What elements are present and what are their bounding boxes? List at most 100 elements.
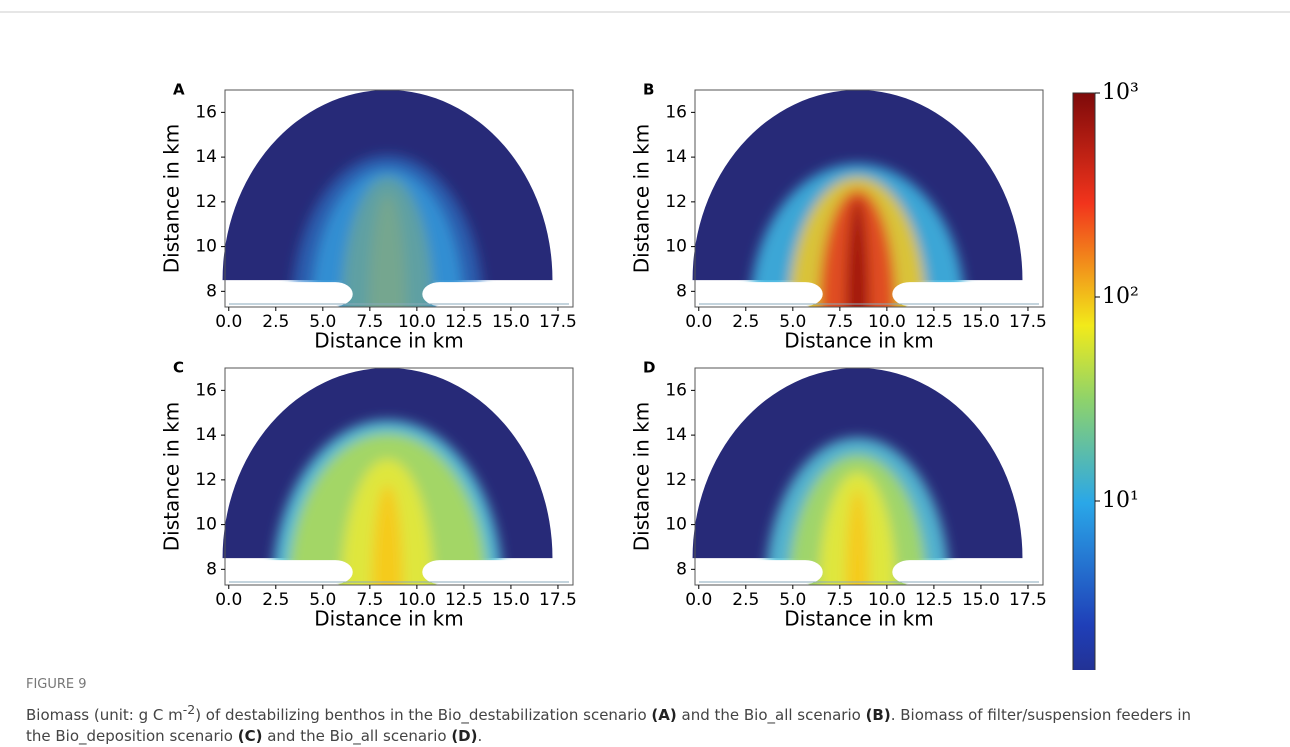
y-tick-label: 8 (676, 281, 687, 301)
x-tick-label: 5.0 (779, 312, 806, 332)
y-tick-label: 12 (195, 192, 217, 212)
panel: 0.0 2.5 5.0 7.5 10.0 12.5 15.0 17.5 8 10 12 14 16 Dis… (160, 359, 577, 631)
caption-part: (A) (651, 706, 677, 724)
x-tick-label: 12.5 (445, 312, 483, 332)
y-tick-label: 14 (665, 425, 687, 445)
caption-part: Biomass (unit: g C m (26, 706, 183, 724)
axes-frame (694, 89, 1044, 308)
x-tick-label: 7.5 (356, 312, 383, 332)
caption-part: ) of destabilizing benthos in the Bio_de… (195, 706, 652, 724)
x-tick-label: 12.5 (915, 312, 953, 332)
y-tick-label: 10 (665, 237, 687, 257)
y-tick-label: 8 (206, 559, 217, 579)
axes-frame (224, 89, 574, 308)
y-axis-label: Distance in km (160, 124, 184, 273)
y-tick-label: 10 (195, 515, 217, 535)
x-axis-label: Distance in km (314, 607, 463, 631)
caption: FIGURE 9 Biomass (unit: g C m-2) of dest… (26, 674, 1216, 747)
x-tick-label: 5.0 (779, 590, 806, 610)
notch (692, 282, 823, 306)
y-axis-label: Distance in km (160, 402, 184, 551)
caption-label: FIGURE 9 (26, 677, 87, 692)
y-tick-label: 14 (195, 425, 217, 445)
axes-frame (224, 367, 574, 586)
x-tick-label: 17.5 (539, 590, 577, 610)
x-tick-label: 7.5 (826, 312, 853, 332)
panel-label: B (643, 81, 654, 99)
y-tick-label: 8 (206, 281, 217, 301)
x-tick-label: 0.0 (685, 590, 712, 610)
panel-label: C (173, 359, 184, 377)
x-tick-label: 15.0 (962, 590, 1000, 610)
y-tick-label: 12 (195, 470, 217, 490)
y-tick-label: 14 (195, 147, 217, 167)
y-tick-label: 10 (665, 515, 687, 535)
x-tick-label: 0.0 (215, 590, 242, 610)
x-tick-label: 15.0 (962, 312, 1000, 332)
caption-part: and the Bio_all scenario (676, 706, 866, 724)
notch (222, 282, 353, 306)
plume-blob (819, 189, 896, 307)
axes-frame (694, 367, 1044, 586)
x-tick-label: 12.5 (445, 590, 483, 610)
y-tick-label: 8 (676, 559, 687, 579)
x-tick-label: 10.0 (868, 312, 906, 332)
plume-blob (291, 155, 484, 307)
x-axis-label: Distance in km (784, 329, 933, 353)
colorbar-tick-label: 10¹ (1102, 488, 1139, 513)
plume-blob (819, 472, 896, 585)
x-tick-label: 2.5 (262, 312, 289, 332)
plume (750, 163, 965, 307)
y-axis-label: Distance in km (630, 402, 654, 551)
caption-part: (B) (865, 706, 891, 724)
panel-label: D (643, 359, 655, 377)
x-tick-label: 10.0 (398, 590, 436, 610)
notch (692, 560, 823, 584)
y-tick-label: 14 (665, 147, 687, 167)
x-tick-label: 7.5 (356, 590, 383, 610)
caption-part: . (477, 727, 483, 745)
plume-blob (788, 176, 927, 307)
notch (892, 560, 1033, 584)
panel: 0.0 2.5 5.0 7.5 10.0 12.5 15.0 17.5 8 10 12 14 16 Dis… (630, 359, 1047, 631)
x-tick-label: 12.5 (915, 590, 953, 610)
notch (892, 282, 1033, 306)
y-tick-label: 12 (665, 192, 687, 212)
y-tick-label: 16 (195, 380, 217, 400)
x-tick-label: 17.5 (1009, 312, 1047, 332)
y-tick-label: 12 (665, 470, 687, 490)
notch (422, 560, 563, 584)
figure: 0.0 2.5 5.0 7.5 10.0 12.5 15.0 17.5 8 10 12 14 16 Dis… (0, 11, 1290, 670)
colorbar-tick-label: 10² (1102, 284, 1139, 309)
plume-blob (341, 459, 434, 585)
caption-part: (C) (237, 727, 263, 745)
notch (422, 282, 563, 306)
x-tick-label: 0.0 (685, 312, 712, 332)
panel: 0.0 2.5 5.0 7.5 10.0 12.5 15.0 17.5 8 10 12 14 16 Dis… (630, 81, 1047, 353)
x-tick-label: 2.5 (732, 312, 759, 332)
caption-part: (D) (451, 727, 478, 745)
x-axis-label: Distance in km (314, 329, 463, 353)
x-axis-label: Distance in km (784, 607, 933, 631)
x-tick-label: 7.5 (826, 590, 853, 610)
y-tick-label: 16 (665, 102, 687, 122)
caption-part: -2 (182, 702, 196, 717)
colorbar-tick-label: 10³ (1102, 80, 1139, 105)
notch (222, 560, 353, 584)
y-axis-label: Distance in km (630, 124, 654, 273)
plume-blob (287, 433, 488, 585)
x-tick-label: 5.0 (309, 590, 336, 610)
y-tick-label: 10 (195, 237, 217, 257)
caption-part: . Biomass of filter/suspension feeders i… (26, 706, 1192, 745)
x-tick-label: 5.0 (309, 312, 336, 332)
x-tick-label: 15.0 (492, 312, 530, 332)
x-tick-label: 10.0 (868, 590, 906, 610)
x-tick-label: 0.0 (215, 312, 242, 332)
caption-text: Biomass (unit: g C m-2) of destabilizing… (26, 702, 1192, 745)
panel: 0.0 2.5 5.0 7.5 10.0 12.5 15.0 17.5 8 10 12 14 16 Dis… (160, 81, 577, 353)
x-tick-label: 17.5 (1009, 590, 1047, 610)
x-tick-label: 15.0 (492, 590, 530, 610)
caption-part: and the Bio_all scenario (262, 727, 452, 745)
colorbar (1072, 92, 1096, 670)
panel-label: A (173, 81, 185, 99)
